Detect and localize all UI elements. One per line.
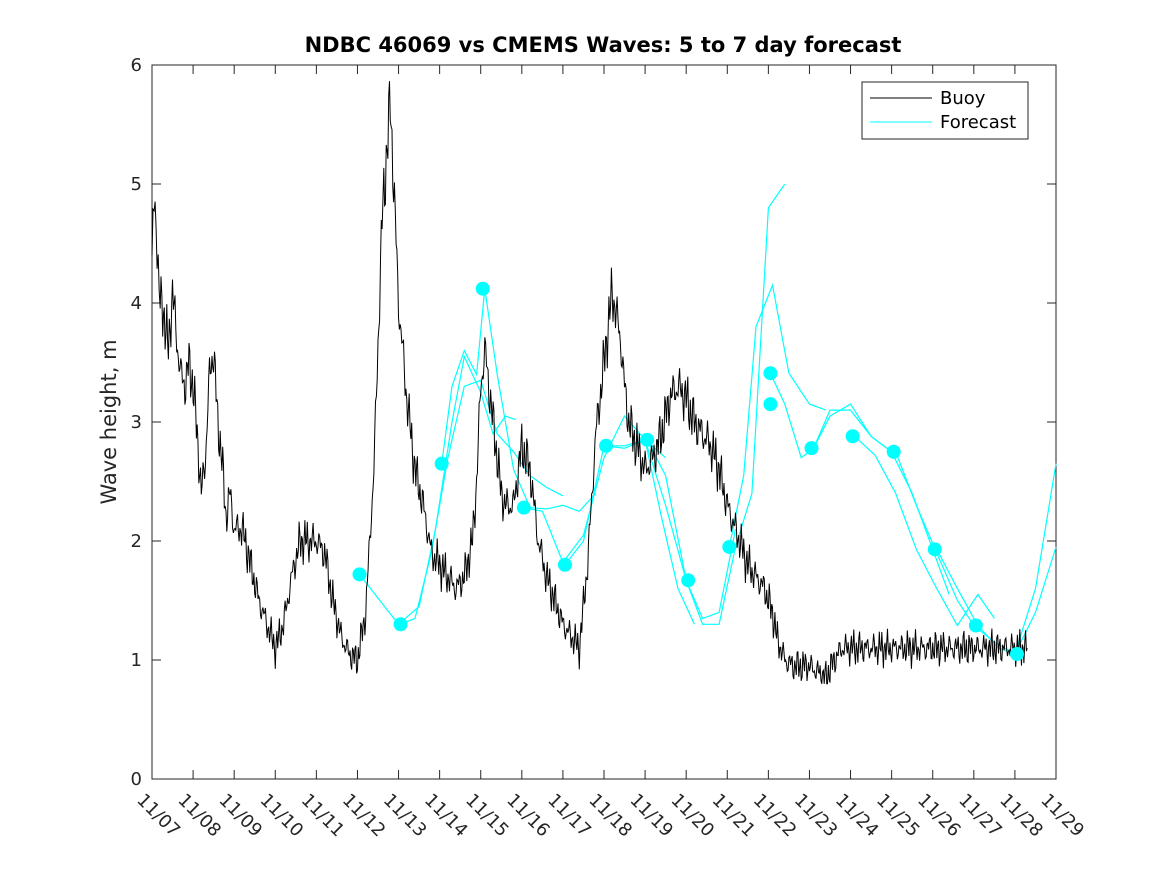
legend-forecast-label: Forecast bbox=[940, 112, 1016, 133]
x-tick-label: 11/20 bbox=[667, 790, 719, 842]
legend: Buoy Forecast bbox=[861, 81, 1029, 140]
y-axis-label: Wave height, m bbox=[97, 339, 121, 504]
forecast-line bbox=[854, 435, 995, 627]
y-tick-label: 0 bbox=[131, 769, 142, 790]
x-tick-label: 11/29 bbox=[1036, 790, 1088, 842]
forecast-marker bbox=[886, 444, 901, 459]
legend-box bbox=[861, 81, 1029, 140]
forecast-marker bbox=[927, 542, 942, 557]
x-tick-label: 11/07 bbox=[132, 790, 184, 842]
forecast-marker bbox=[763, 366, 778, 381]
forecast-marker bbox=[599, 438, 614, 453]
forecast-marker bbox=[722, 539, 737, 554]
x-tick-label: 11/13 bbox=[379, 790, 431, 842]
x-tick-label: 11/15 bbox=[461, 790, 513, 842]
x-tick-label: 11/16 bbox=[502, 790, 554, 842]
forecast-line bbox=[441, 288, 597, 513]
forecast-marker bbox=[845, 429, 860, 444]
x-tick-label: 11/08 bbox=[174, 790, 226, 842]
chart-title: NDBC 46069 vs CMEMS Waves: 5 to 7 day fo… bbox=[305, 33, 902, 57]
x-tick-label: 11/27 bbox=[954, 790, 1006, 842]
forecast-line bbox=[359, 354, 516, 626]
forecast-marker bbox=[557, 557, 572, 572]
forecast-line bbox=[646, 183, 786, 625]
x-tick-label: 11/17 bbox=[543, 790, 595, 842]
y-tick-label: 3 bbox=[131, 412, 142, 433]
forecast-marker bbox=[475, 281, 490, 296]
forecast-marker bbox=[516, 500, 531, 515]
y-tick-label: 1 bbox=[131, 650, 142, 671]
x-tick-label: 11/09 bbox=[215, 790, 267, 842]
x-tick-label: 11/11 bbox=[297, 790, 349, 842]
forecast-marker bbox=[434, 456, 449, 471]
forecast-marker bbox=[763, 397, 778, 412]
x-tick-label: 11/24 bbox=[831, 790, 883, 842]
x-tick-label: 11/23 bbox=[790, 790, 842, 842]
forecast-marker bbox=[352, 567, 367, 582]
forecast-marker bbox=[681, 573, 696, 588]
forecast-markers bbox=[352, 281, 1024, 662]
forecast-line bbox=[813, 403, 950, 595]
y-tick-label: 2 bbox=[131, 531, 142, 552]
forecast-marker bbox=[640, 432, 655, 447]
y-axis: 0 1 2 3 4 5 6 bbox=[131, 55, 1056, 790]
forecast-line bbox=[728, 282, 827, 548]
forecast-line bbox=[400, 379, 564, 625]
x-tick-label: 11/18 bbox=[584, 790, 636, 842]
forecast-marker bbox=[1009, 647, 1024, 662]
x-tick-label: 11/12 bbox=[338, 790, 390, 842]
series-layer bbox=[151, 81, 1057, 685]
forecast-marker bbox=[968, 618, 983, 633]
plot-area bbox=[151, 64, 1057, 780]
x-tick-label: 11/14 bbox=[420, 790, 472, 842]
x-tick-label: 11/10 bbox=[256, 790, 308, 842]
forecast-marker bbox=[393, 617, 408, 632]
forecast-marker bbox=[804, 441, 819, 456]
y-tick-label: 4 bbox=[131, 293, 142, 314]
x-tick-label: 11/28 bbox=[995, 790, 1047, 842]
x-tick-label: 11/26 bbox=[913, 790, 965, 842]
x-tick-label: 11/21 bbox=[708, 790, 760, 842]
y-tick-label: 6 bbox=[131, 55, 142, 76]
legend-buoy-label: Buoy bbox=[940, 88, 986, 109]
x-tick-label: 11/22 bbox=[749, 790, 801, 842]
x-tick-label: 11/19 bbox=[626, 790, 678, 842]
forecast-line bbox=[608, 439, 737, 620]
buoy-line bbox=[151, 81, 1028, 685]
x-tick-label: 11/25 bbox=[872, 790, 924, 842]
y-tick-label: 5 bbox=[131, 174, 142, 195]
